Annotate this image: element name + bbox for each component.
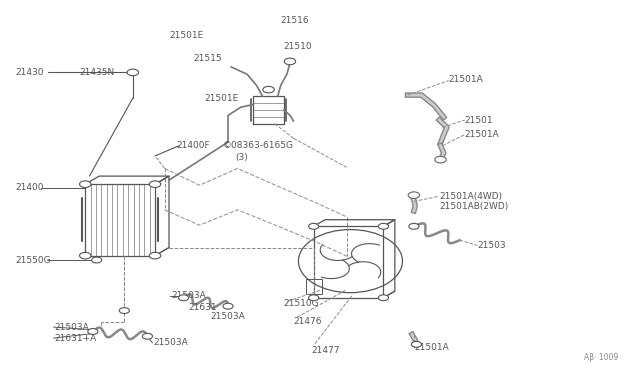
Circle shape xyxy=(223,303,233,309)
Circle shape xyxy=(119,308,129,314)
Circle shape xyxy=(378,223,388,229)
Circle shape xyxy=(412,341,422,347)
Text: 21503: 21503 xyxy=(477,241,506,250)
Text: 21503A: 21503A xyxy=(211,312,245,321)
Circle shape xyxy=(149,181,161,187)
Text: 21510: 21510 xyxy=(284,42,312,51)
Text: 21501AB(2WD): 21501AB(2WD) xyxy=(439,202,509,211)
Circle shape xyxy=(263,86,275,93)
Text: 21501A: 21501A xyxy=(414,343,449,352)
Text: 21631+A: 21631+A xyxy=(55,334,97,343)
Text: 21501A: 21501A xyxy=(465,130,499,139)
Circle shape xyxy=(88,328,98,334)
Text: (3): (3) xyxy=(235,153,248,162)
Text: 21501A(4WD): 21501A(4WD) xyxy=(439,192,502,201)
Text: ©08363-6165G: ©08363-6165G xyxy=(222,141,293,150)
Text: 21515: 21515 xyxy=(193,54,221,63)
Text: 21503A: 21503A xyxy=(55,323,90,331)
Circle shape xyxy=(378,295,388,301)
Text: 21435N: 21435N xyxy=(79,68,114,77)
Circle shape xyxy=(92,257,102,263)
Text: 21501: 21501 xyxy=(465,116,493,125)
Circle shape xyxy=(142,333,152,339)
Text: 21501A: 21501A xyxy=(449,75,484,84)
Text: 21503A: 21503A xyxy=(154,339,189,347)
Circle shape xyxy=(308,223,319,229)
Text: 21400F: 21400F xyxy=(176,141,210,150)
Circle shape xyxy=(435,156,446,163)
Text: 21516: 21516 xyxy=(281,16,309,25)
Text: 21631: 21631 xyxy=(188,303,217,312)
Text: 21476: 21476 xyxy=(293,317,322,326)
Circle shape xyxy=(179,295,189,301)
Circle shape xyxy=(149,252,161,259)
Text: 21510G: 21510G xyxy=(284,299,319,308)
Text: 21501E: 21501E xyxy=(205,93,239,103)
Text: Aβ· 1009: Aβ· 1009 xyxy=(584,353,618,362)
Text: 21503A: 21503A xyxy=(171,291,205,301)
Text: 21501E: 21501E xyxy=(169,31,204,39)
Circle shape xyxy=(127,69,138,76)
Circle shape xyxy=(284,58,296,65)
Text: 21400: 21400 xyxy=(15,183,44,192)
Circle shape xyxy=(79,252,91,259)
Text: 21477: 21477 xyxy=(311,346,340,355)
Circle shape xyxy=(409,223,419,229)
Circle shape xyxy=(408,192,420,198)
Circle shape xyxy=(308,295,319,301)
Text: 21550G: 21550G xyxy=(15,256,51,264)
Text: 21430: 21430 xyxy=(15,68,44,77)
Circle shape xyxy=(79,181,91,187)
